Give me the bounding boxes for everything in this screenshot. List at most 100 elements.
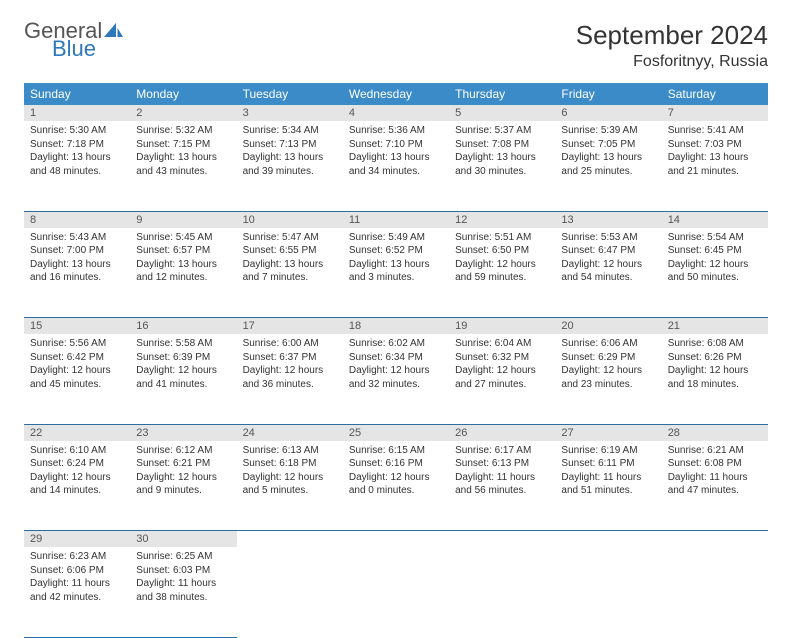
day-cell-body: Sunrise: 6:23 AMSunset: 6:06 PMDaylight:… [24, 547, 130, 610]
weekday-header: Wednesday [343, 83, 449, 105]
day-cell: Sunrise: 6:17 AMSunset: 6:13 PMDaylight:… [449, 441, 555, 531]
day-cell: Sunrise: 5:37 AMSunset: 7:08 PMDaylight:… [449, 121, 555, 211]
sunset-line: Sunset: 6:29 PM [561, 351, 655, 365]
day-cell-body: Sunrise: 5:49 AMSunset: 6:52 PMDaylight:… [343, 228, 449, 291]
daynum-row: 2930 [24, 531, 768, 548]
month-title: September 2024 [576, 20, 768, 51]
day-number: 18 [343, 318, 449, 335]
day-cell: Sunrise: 6:21 AMSunset: 6:08 PMDaylight:… [662, 441, 768, 531]
day-cell-body: Sunrise: 6:12 AMSunset: 6:21 PMDaylight:… [130, 441, 236, 504]
day-cell-body: Sunrise: 5:56 AMSunset: 6:42 PMDaylight:… [24, 334, 130, 397]
day-cell [343, 547, 449, 637]
day-number: 13 [555, 211, 661, 228]
daylight-line: Daylight: 12 hours and 50 minutes. [668, 258, 762, 285]
day-cell: Sunrise: 6:13 AMSunset: 6:18 PMDaylight:… [237, 441, 343, 531]
day-cell-body: Sunrise: 5:37 AMSunset: 7:08 PMDaylight:… [449, 121, 555, 184]
sunset-line: Sunset: 6:50 PM [455, 244, 549, 258]
day-cell-body: Sunrise: 5:58 AMSunset: 6:39 PMDaylight:… [130, 334, 236, 397]
day-cell-body: Sunrise: 5:30 AMSunset: 7:18 PMDaylight:… [24, 121, 130, 184]
sunset-line: Sunset: 6:21 PM [136, 457, 230, 471]
day-cell-body: Sunrise: 5:34 AMSunset: 7:13 PMDaylight:… [237, 121, 343, 184]
day-number: 4 [343, 105, 449, 121]
sunset-line: Sunset: 6:34 PM [349, 351, 443, 365]
day-cell [662, 547, 768, 637]
day-cell: Sunrise: 5:54 AMSunset: 6:45 PMDaylight:… [662, 228, 768, 318]
day-cell: Sunrise: 6:08 AMSunset: 6:26 PMDaylight:… [662, 334, 768, 424]
week-row: Sunrise: 5:56 AMSunset: 6:42 PMDaylight:… [24, 334, 768, 424]
daylight-line: Daylight: 13 hours and 39 minutes. [243, 151, 337, 178]
day-number [343, 531, 449, 548]
day-cell: Sunrise: 5:34 AMSunset: 7:13 PMDaylight:… [237, 121, 343, 211]
sunset-line: Sunset: 7:08 PM [455, 138, 549, 152]
day-cell-body: Sunrise: 6:10 AMSunset: 6:24 PMDaylight:… [24, 441, 130, 504]
day-cell-body: Sunrise: 6:17 AMSunset: 6:13 PMDaylight:… [449, 441, 555, 504]
daylight-line: Daylight: 13 hours and 25 minutes. [561, 151, 655, 178]
day-cell: Sunrise: 6:23 AMSunset: 6:06 PMDaylight:… [24, 547, 130, 637]
day-cell: Sunrise: 5:49 AMSunset: 6:52 PMDaylight:… [343, 228, 449, 318]
daynum-row: 891011121314 [24, 211, 768, 228]
day-number: 30 [130, 531, 236, 548]
daylight-line: Daylight: 12 hours and 27 minutes. [455, 364, 549, 391]
daylight-line: Daylight: 12 hours and 45 minutes. [30, 364, 124, 391]
sunset-line: Sunset: 7:13 PM [243, 138, 337, 152]
page-header: GeneralBlue September 2024 Fosforitnyy, … [24, 20, 768, 71]
daynum-row: 15161718192021 [24, 318, 768, 335]
day-number: 11 [343, 211, 449, 228]
sunset-line: Sunset: 6:39 PM [136, 351, 230, 365]
weekday-header: Friday [555, 83, 661, 105]
day-cell-body: Sunrise: 5:32 AMSunset: 7:15 PMDaylight:… [130, 121, 236, 184]
sunrise-line: Sunrise: 5:39 AM [561, 124, 655, 138]
daylight-line: Daylight: 12 hours and 54 minutes. [561, 258, 655, 285]
daylight-line: Daylight: 12 hours and 59 minutes. [455, 258, 549, 285]
daylight-line: Daylight: 12 hours and 18 minutes. [668, 364, 762, 391]
day-cell-body: Sunrise: 5:53 AMSunset: 6:47 PMDaylight:… [555, 228, 661, 291]
day-number [449, 531, 555, 548]
day-cell-body: Sunrise: 6:15 AMSunset: 6:16 PMDaylight:… [343, 441, 449, 504]
daylight-line: Daylight: 13 hours and 43 minutes. [136, 151, 230, 178]
calendar-table: Sunday Monday Tuesday Wednesday Thursday… [24, 83, 768, 638]
sunrise-line: Sunrise: 5:54 AM [668, 231, 762, 245]
day-number: 27 [555, 424, 661, 441]
day-number: 12 [449, 211, 555, 228]
day-number: 25 [343, 424, 449, 441]
daylight-line: Daylight: 11 hours and 42 minutes. [30, 577, 124, 604]
day-cell-body: Sunrise: 5:41 AMSunset: 7:03 PMDaylight:… [662, 121, 768, 184]
day-number: 9 [130, 211, 236, 228]
day-number: 23 [130, 424, 236, 441]
sunset-line: Sunset: 6:16 PM [349, 457, 443, 471]
sunrise-line: Sunrise: 5:56 AM [30, 337, 124, 351]
sunrise-line: Sunrise: 6:02 AM [349, 337, 443, 351]
sunrise-line: Sunrise: 5:41 AM [668, 124, 762, 138]
brand-logo: GeneralBlue [24, 20, 125, 60]
day-number: 16 [130, 318, 236, 335]
day-cell-body: Sunrise: 5:47 AMSunset: 6:55 PMDaylight:… [237, 228, 343, 291]
sunrise-line: Sunrise: 5:47 AM [243, 231, 337, 245]
sunset-line: Sunset: 6:26 PM [668, 351, 762, 365]
day-number: 1 [24, 105, 130, 121]
daylight-line: Daylight: 11 hours and 38 minutes. [136, 577, 230, 604]
sunset-line: Sunset: 6:42 PM [30, 351, 124, 365]
daylight-line: Daylight: 12 hours and 36 minutes. [243, 364, 337, 391]
sunrise-line: Sunrise: 6:06 AM [561, 337, 655, 351]
day-cell: Sunrise: 5:30 AMSunset: 7:18 PMDaylight:… [24, 121, 130, 211]
day-number: 15 [24, 318, 130, 335]
sunrise-line: Sunrise: 6:08 AM [668, 337, 762, 351]
sunrise-line: Sunrise: 6:25 AM [136, 550, 230, 564]
sunrise-line: Sunrise: 5:36 AM [349, 124, 443, 138]
daylight-line: Daylight: 12 hours and 5 minutes. [243, 471, 337, 498]
day-cell: Sunrise: 5:43 AMSunset: 7:00 PMDaylight:… [24, 228, 130, 318]
sunset-line: Sunset: 6:57 PM [136, 244, 230, 258]
day-cell-body: Sunrise: 5:54 AMSunset: 6:45 PMDaylight:… [662, 228, 768, 291]
sunrise-line: Sunrise: 6:21 AM [668, 444, 762, 458]
day-number: 17 [237, 318, 343, 335]
day-number: 2 [130, 105, 236, 121]
day-cell: Sunrise: 6:00 AMSunset: 6:37 PMDaylight:… [237, 334, 343, 424]
week-row: Sunrise: 6:23 AMSunset: 6:06 PMDaylight:… [24, 547, 768, 637]
day-cell-body: Sunrise: 6:04 AMSunset: 6:32 PMDaylight:… [449, 334, 555, 397]
day-cell: Sunrise: 5:36 AMSunset: 7:10 PMDaylight:… [343, 121, 449, 211]
day-cell: Sunrise: 6:19 AMSunset: 6:11 PMDaylight:… [555, 441, 661, 531]
daylight-line: Daylight: 11 hours and 51 minutes. [561, 471, 655, 498]
day-cell-body: Sunrise: 6:02 AMSunset: 6:34 PMDaylight:… [343, 334, 449, 397]
day-cell-body: Sunrise: 6:25 AMSunset: 6:03 PMDaylight:… [130, 547, 236, 610]
day-cell: Sunrise: 6:25 AMSunset: 6:03 PMDaylight:… [130, 547, 236, 637]
